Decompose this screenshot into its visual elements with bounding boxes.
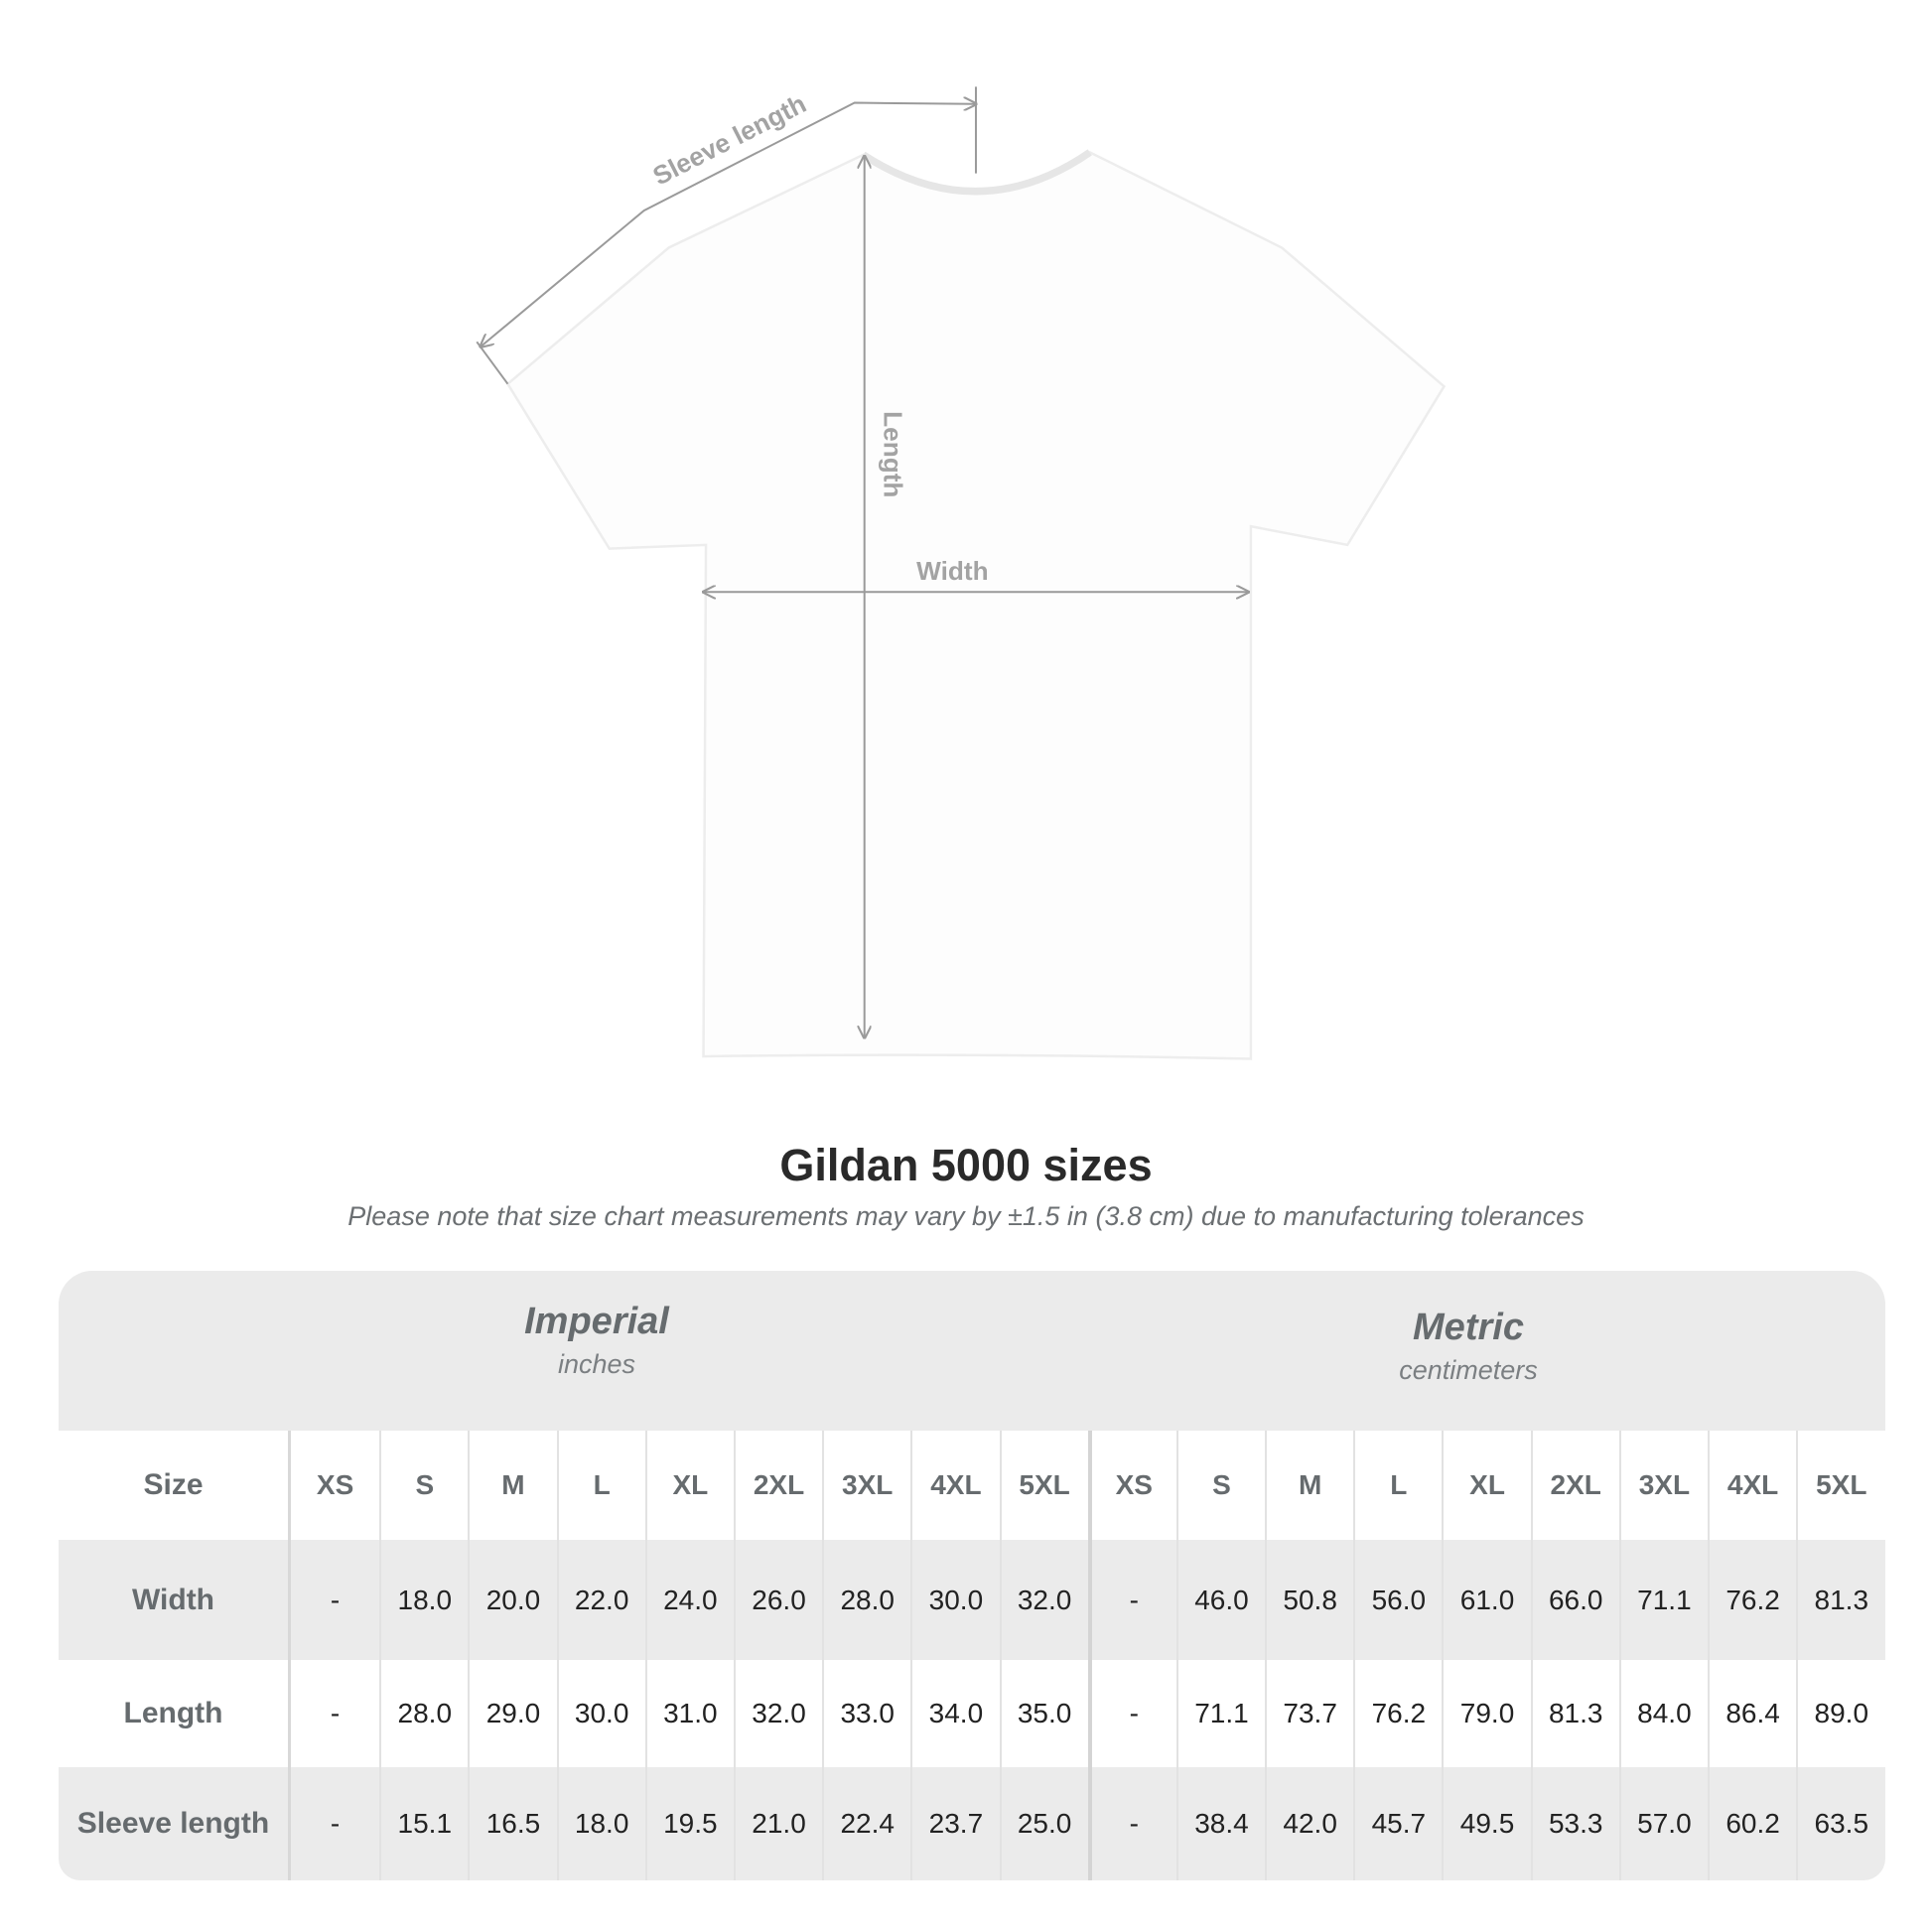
size-header-cell: XS — [316, 1469, 354, 1500]
table-cell: 76.2 — [1353, 1660, 1442, 1767]
table-cell: 21.0 — [733, 1767, 822, 1880]
metric-header: Metric centimeters — [1022, 1307, 1915, 1386]
table-cell: 30.0 — [556, 1660, 645, 1767]
table-cell: 20.0 — [468, 1540, 556, 1660]
size-header-cell: 5XL — [999, 1431, 1088, 1540]
size-header-cell: XL — [644, 1431, 734, 1540]
unit-header — [59, 1271, 1885, 1431]
table-cell: 15.1 — [379, 1767, 468, 1880]
table-cell: 30.0 — [910, 1540, 999, 1660]
table-cell: 29.0 — [468, 1660, 556, 1767]
table-cell: 71.1 — [1618, 1540, 1708, 1660]
table-cell: 66.0 — [1530, 1540, 1619, 1660]
table-cell: 76.2 — [1708, 1540, 1796, 1660]
size-header-cell: 4XL — [1708, 1431, 1796, 1540]
size-header-cell: M — [1265, 1431, 1353, 1540]
table-cell: 79.0 — [1442, 1660, 1530, 1767]
tolerance-note: Please note that size chart measurements… — [347, 1201, 1585, 1231]
table-cell: 23.7 — [910, 1767, 999, 1880]
table-cell: 22.0 — [556, 1540, 645, 1660]
table-cell: 46.0 — [1175, 1540, 1265, 1660]
table-cell: - — [330, 1584, 341, 1615]
size-header-cell: 4XL — [910, 1431, 999, 1540]
size-header-cell: 2XL — [733, 1431, 822, 1540]
metric-title: Metric — [1413, 1307, 1524, 1348]
size-header-cell: S — [1175, 1431, 1265, 1540]
table-cell: 57.0 — [1618, 1767, 1708, 1880]
table-cell: 32.0 — [999, 1540, 1088, 1660]
size-header-cell: L — [1353, 1431, 1442, 1540]
table-cell: 50.8 — [1265, 1540, 1353, 1660]
size-table: Imperial inches Metric centimeters Size … — [59, 1271, 1885, 1880]
tshirt-shape — [505, 150, 1447, 1060]
length-label: Length — [879, 411, 908, 497]
table-row: Sleeve length - 15.1 16.5 18.0 19.5 21.0 22.4 23… — [59, 1767, 1885, 1880]
table-cell: - — [330, 1808, 341, 1839]
table-cell: 18.0 — [556, 1767, 645, 1880]
size-header-cell: 2XL — [1530, 1431, 1619, 1540]
table-cell: 28.0 — [379, 1660, 468, 1767]
table-cell: 26.0 — [733, 1540, 822, 1660]
table-cell: 28.0 — [822, 1540, 910, 1660]
size-header-row: Size XS S M L XL 2XL 3XL 4XL 5XL XS S M L XL 2XL 3XL 4XL… — [59, 1431, 1885, 1540]
table-cell: 86.4 — [1708, 1660, 1796, 1767]
size-label: Size — [59, 1431, 291, 1540]
size-header-cell: M — [468, 1431, 556, 1540]
size-header-cell: XS — [1087, 1431, 1176, 1540]
table-cell: 45.7 — [1353, 1767, 1442, 1880]
table-row: Width -18.0 20.0 22.0 24.0 26.0 28.0 30.0 32.0-4… — [59, 1540, 1885, 1660]
table-row: Length -28.0 29.0 30.0 31.0 32.0 33.0 34.0 35.0-… — [59, 1660, 1885, 1767]
imperial-unit: inches — [557, 1349, 636, 1379]
row-label: Sleeve length — [59, 1767, 291, 1880]
table-cell: 73.7 — [1265, 1660, 1353, 1767]
table-cell: 56.0 — [1353, 1540, 1442, 1660]
table-cell: - — [1087, 1660, 1176, 1767]
table-cell: 22.4 — [822, 1767, 910, 1880]
metric-unit: centimeters — [1399, 1355, 1538, 1385]
table-cell: 32.0 — [733, 1660, 822, 1767]
table-cell: 18.0 — [379, 1540, 468, 1660]
table-cell: - — [330, 1698, 341, 1728]
imperial-header: Imperial inches — [150, 1301, 1043, 1380]
size-header-cell: L — [556, 1431, 645, 1540]
table-cell: 81.3 — [1796, 1540, 1884, 1660]
size-header-cell: XL — [1442, 1431, 1530, 1540]
table-cell: 81.3 — [1530, 1660, 1619, 1767]
table-cell: 61.0 — [1442, 1540, 1530, 1660]
table-cell: 38.4 — [1175, 1767, 1265, 1880]
table-cell: 60.2 — [1708, 1767, 1796, 1880]
table-cell: 89.0 — [1796, 1660, 1884, 1767]
table-cell: 33.0 — [822, 1660, 910, 1767]
size-header-cell: 5XL — [1796, 1431, 1884, 1540]
table-cell: 19.5 — [644, 1767, 734, 1880]
page-title: Gildan 5000 sizes — [779, 1140, 1153, 1190]
table-cell: - — [1087, 1767, 1176, 1880]
table-cell: 24.0 — [644, 1540, 734, 1660]
size-header-cell: 3XL — [822, 1431, 910, 1540]
size-header-cell: S — [379, 1431, 468, 1540]
size-header-cell: 3XL — [1618, 1431, 1708, 1540]
table-cell: 71.1 — [1175, 1660, 1265, 1767]
table-cell: 42.0 — [1265, 1767, 1353, 1880]
table-cell: 31.0 — [644, 1660, 734, 1767]
sleeve-arrow — [481, 103, 976, 347]
row-label: Width — [59, 1540, 291, 1660]
table-cell: 25.0 — [999, 1767, 1088, 1880]
sleeve-length-label: Sleeve length — [648, 88, 811, 191]
table-cell: 49.5 — [1442, 1767, 1530, 1880]
table-cell: 63.5 — [1796, 1767, 1884, 1880]
width-label: Width — [916, 556, 988, 586]
row-label: Length — [59, 1660, 291, 1767]
table-cell: - — [1087, 1540, 1176, 1660]
table-cell: 84.0 — [1618, 1660, 1708, 1767]
imperial-title: Imperial — [524, 1301, 669, 1342]
table-cell: 16.5 — [468, 1767, 556, 1880]
table-cell: 34.0 — [910, 1660, 999, 1767]
table-cell: 53.3 — [1530, 1767, 1619, 1880]
table-cell: 35.0 — [999, 1660, 1088, 1767]
